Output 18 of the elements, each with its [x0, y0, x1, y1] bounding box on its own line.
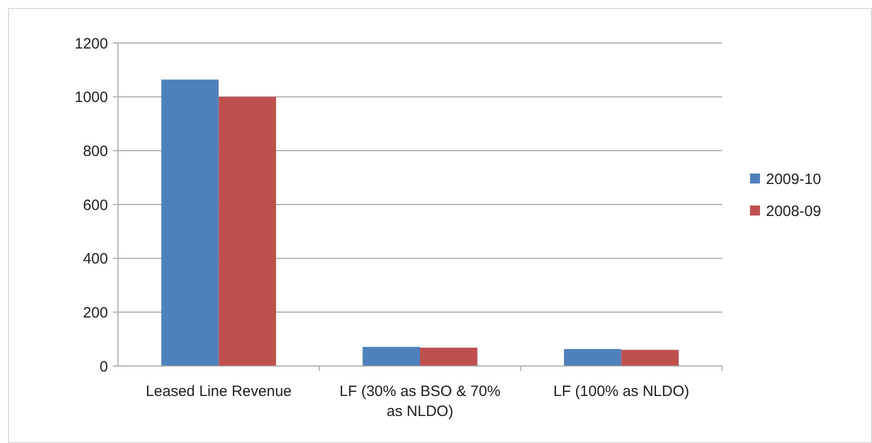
y-tick-label: 400 [82, 250, 108, 268]
bar [564, 349, 622, 366]
y-tick-label: 1000 [74, 89, 108, 106]
y-tick-label: 1200 [74, 35, 108, 52]
y-tick-label: 0 [100, 358, 108, 376]
bar [621, 350, 679, 366]
y-tick-label: 800 [82, 142, 108, 160]
x-tick-label: Leased Line Revenue [146, 383, 292, 400]
bar [362, 346, 420, 366]
x-tick-label: LF (100% as NLDO) [553, 383, 690, 400]
x-tick-label: LF (30% as BSO & 70% as NLDO) [340, 383, 500, 420]
legend-label: 2008-09 [766, 202, 822, 220]
bar [420, 348, 478, 366]
y-tick-label: 600 [82, 196, 108, 214]
bar [218, 96, 276, 366]
legend-label: 2009-10 [766, 170, 822, 188]
bar [161, 80, 219, 366]
y-tick-label: 200 [82, 304, 108, 322]
